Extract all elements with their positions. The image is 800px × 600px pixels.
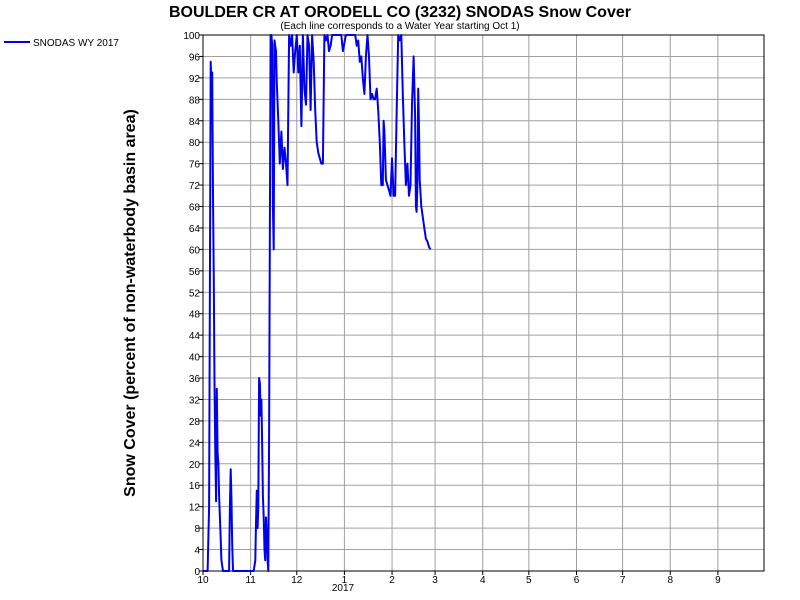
y-tick-label: 60 [189,245,201,256]
y-tick-label: 48 [189,310,201,321]
y-tick-label: 8 [194,524,200,535]
series-layer [203,34,432,572]
x-tick-label: 7 [620,575,626,586]
y-tick-label: 64 [189,224,201,235]
grid [202,34,764,572]
y-tick-label: 76 [189,160,201,171]
x-tick-label: 12 [291,575,303,586]
y-tick-label: 36 [189,374,201,385]
x-tick-label: 8 [667,575,673,586]
legend: SNODAS WY 2017 [4,38,119,49]
y-tick-label: 12 [189,503,201,514]
y-axis-ticks: 0481216202428323640444852566064687276808… [183,31,203,578]
y-axis-label: Snow Cover (percent of non-waterbody bas… [122,109,139,497]
x-axis-ticks: 10 11 12 1 2 3 4 5 6 7 8 9 [197,571,721,586]
y-tick-label: 68 [189,203,201,214]
x-tick-label: 1 [342,575,348,586]
plot-frame [202,34,765,572]
y-tick-label: 88 [189,95,201,106]
y-tick-label: 40 [189,353,201,364]
x-tick-label: 4 [480,575,486,586]
x-tick-label: 3 [432,575,438,586]
y-tick-label: 44 [189,331,201,342]
y-tick-label: 56 [189,267,201,278]
y-tick-label: 20 [189,460,201,471]
y-tick-label: 16 [189,481,201,492]
x-tick-label: 2 [389,575,395,586]
y-tick-label: 24 [189,438,201,449]
x-tick-label: 10 [197,575,209,586]
x-axis-year-label: 2017 [332,583,355,594]
y-tick-label: 92 [189,74,201,85]
chart-subtitle: (Each line corresponds to a Water Year s… [280,21,519,32]
y-tick-label: 72 [189,181,201,192]
y-tick-label: 84 [189,117,201,128]
x-tick-label: 6 [574,575,580,586]
y-tick-label: 96 [189,52,201,63]
y-tick-label: 28 [189,417,201,428]
x-tick-label: 5 [526,575,532,586]
y-tick-label: 32 [189,395,201,406]
y-tick-label: 100 [183,31,200,42]
series-line-0 [203,34,432,572]
y-tick-label: 52 [189,288,201,299]
y-tick-label: 0 [194,567,200,578]
x-tick-label: 11 [245,575,256,586]
legend-label-wy2017: SNODAS WY 2017 [33,38,119,49]
x-tick-label: 9 [715,575,721,586]
chart-title: BOULDER CR AT ORODELL CO (3232) SNODAS S… [169,4,631,21]
y-tick-label: 4 [194,546,200,557]
y-tick-label: 80 [189,138,201,149]
